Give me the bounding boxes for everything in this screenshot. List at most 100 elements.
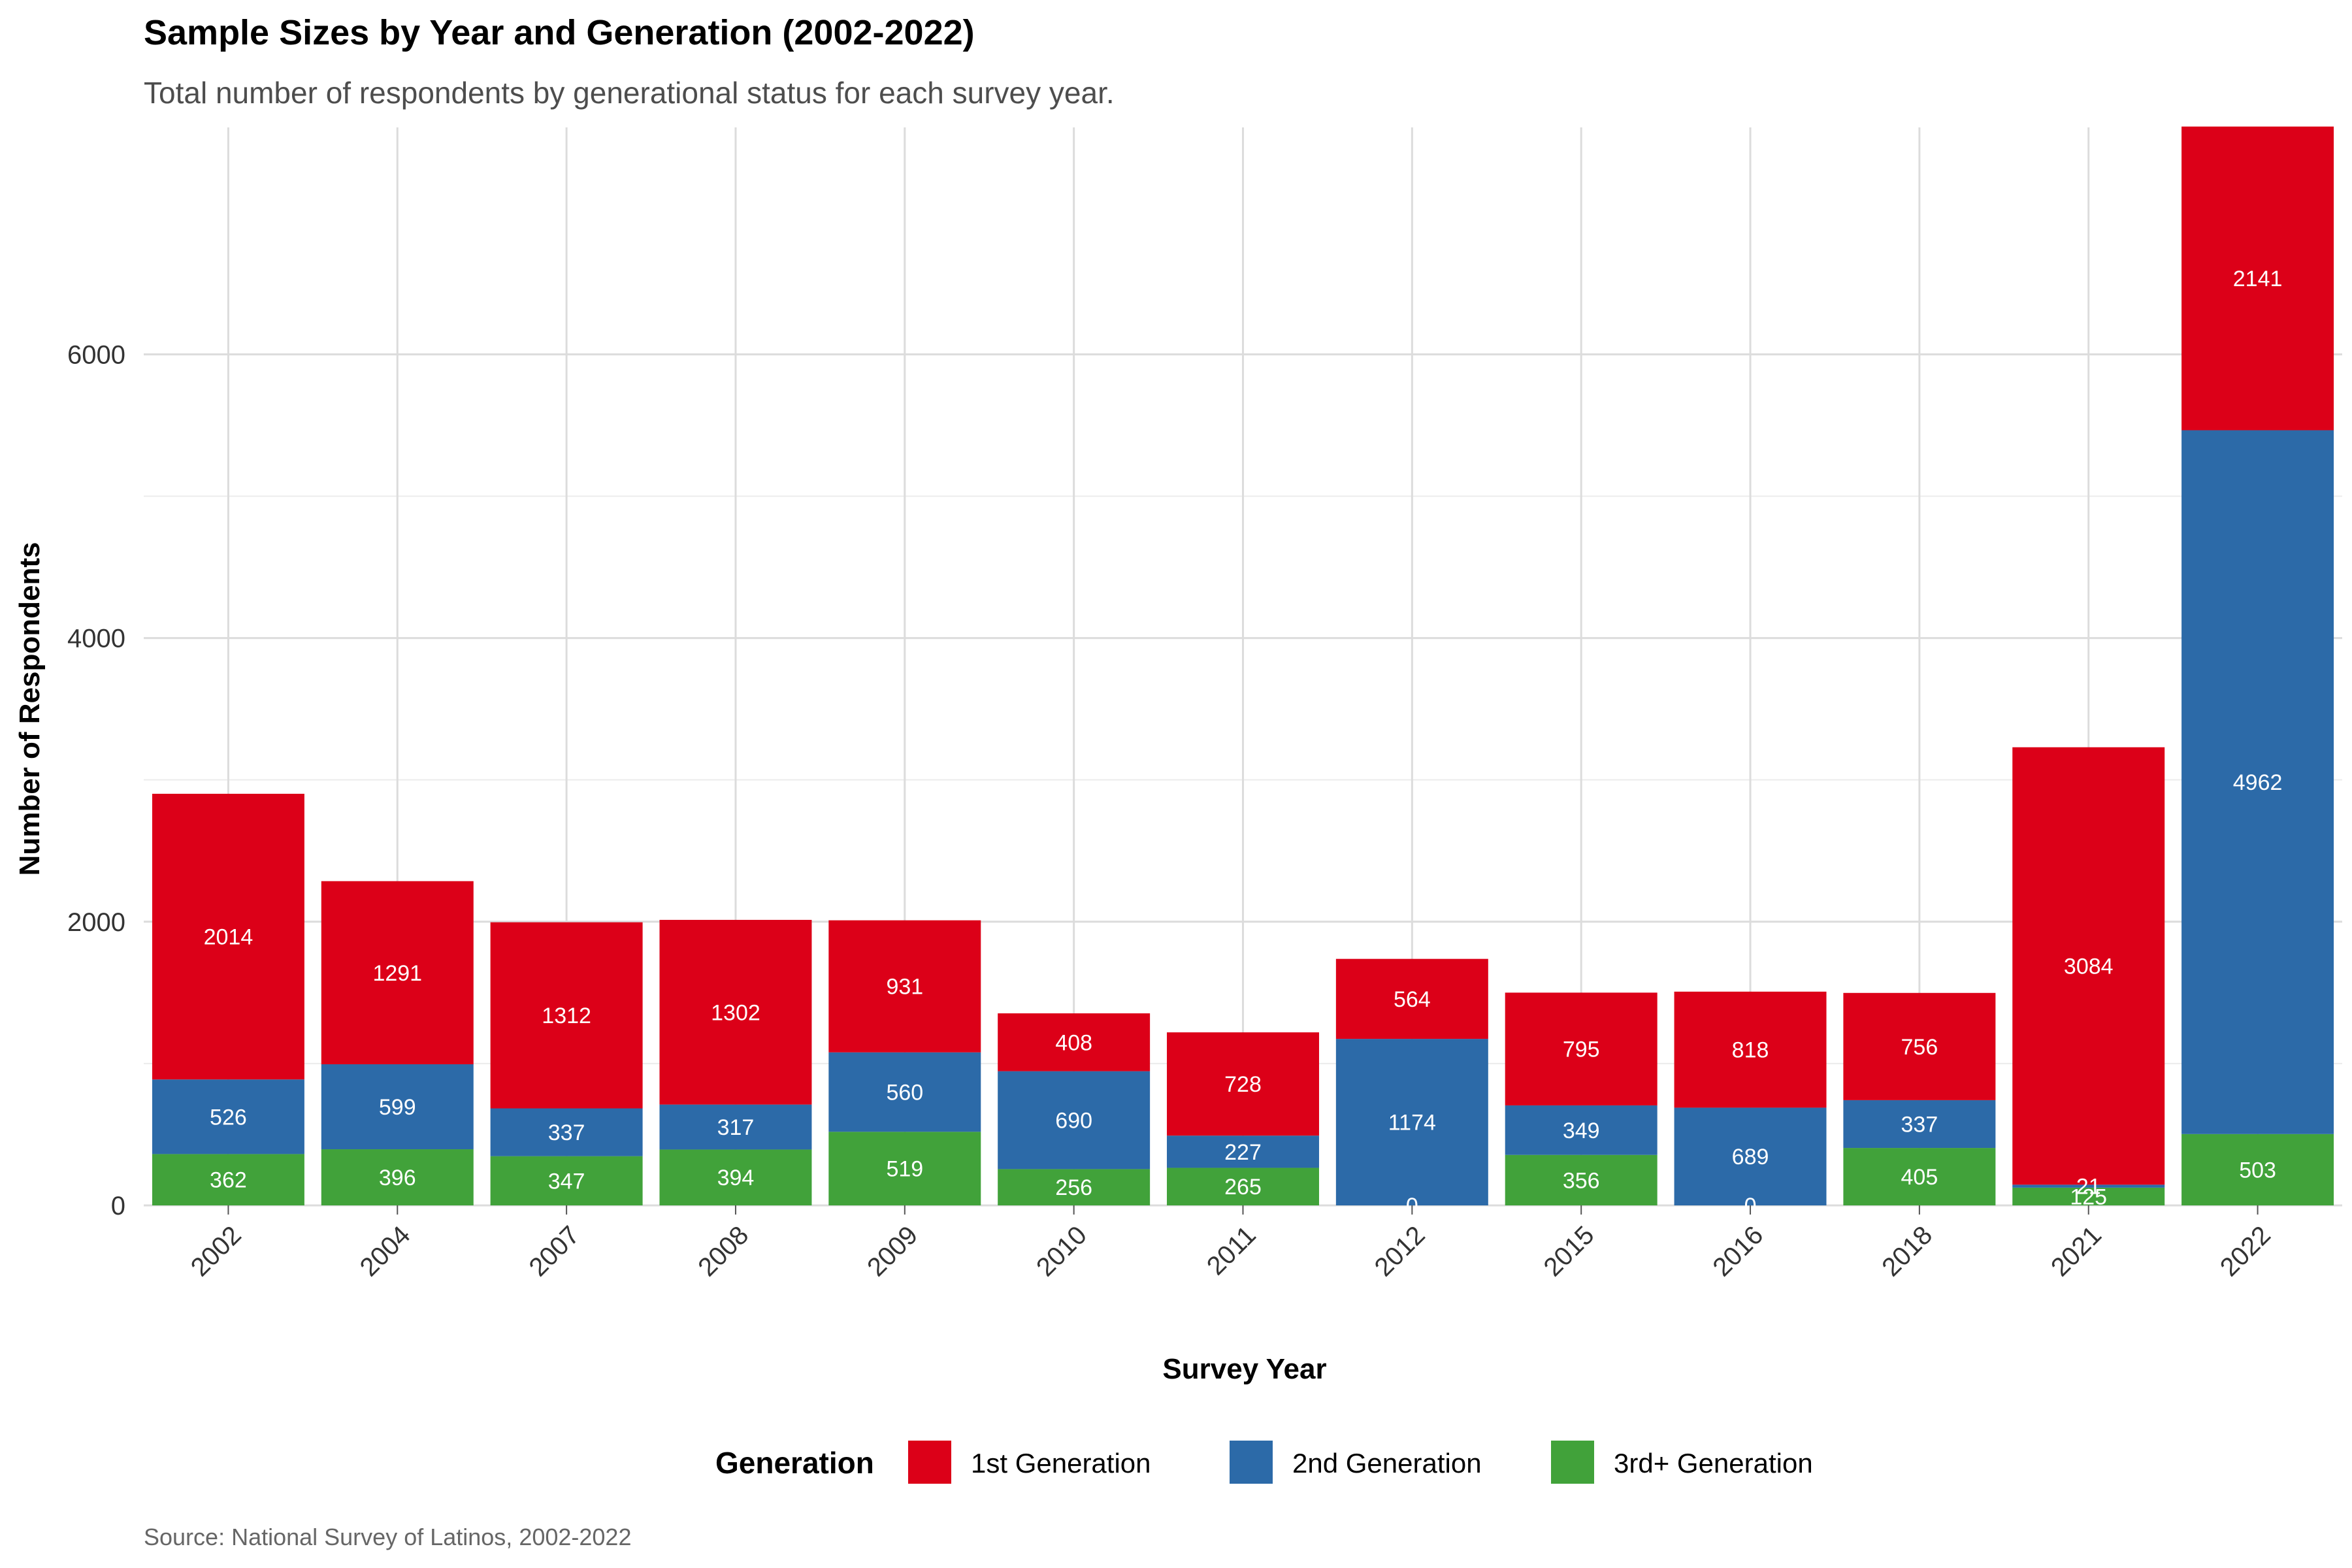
bar-segment	[828, 1132, 981, 1205]
data-label: 795	[1563, 1037, 1600, 1062]
bar-segment	[1335, 958, 1488, 1039]
bar-segment	[998, 1071, 1151, 1169]
y-tick-label: 0	[111, 1192, 125, 1220]
y-tick-label: 6000	[67, 340, 125, 369]
data-label: 265	[1224, 1175, 1262, 1200]
data-label: 356	[1563, 1168, 1600, 1193]
bar-segment	[1167, 1168, 1319, 1205]
bar-segment	[1843, 1100, 1996, 1149]
bar-segment	[1335, 1039, 1488, 1205]
data-label: 337	[548, 1120, 585, 1145]
bar-segment	[152, 1079, 304, 1154]
y-axis-label: Number of Respondents	[14, 542, 46, 876]
x-axis-label: Survey Year	[1162, 1353, 1326, 1385]
bar-segment	[2012, 747, 2165, 1185]
data-label: 347	[548, 1169, 585, 1194]
bar-segment	[659, 1149, 812, 1205]
x-tick-label: 2008	[693, 1220, 754, 1282]
data-label: 560	[886, 1081, 923, 1105]
legend-label: 1st Generation	[971, 1448, 1151, 1478]
x-tick-label: 2010	[1031, 1220, 1092, 1282]
bar-segment	[2181, 430, 2334, 1134]
bar-segment	[2181, 1134, 2334, 1205]
bar-segment	[1505, 1105, 1658, 1155]
x-tick-label: 2011	[1201, 1220, 1262, 1281]
data-label: 2014	[204, 925, 253, 950]
legend-swatch	[1230, 1441, 1273, 1484]
x-tick-label: 2004	[355, 1220, 416, 1282]
bar-segment	[2181, 126, 2334, 431]
bar-segment	[828, 1052, 981, 1132]
data-label: 564	[1394, 987, 1431, 1012]
data-label: 2141	[2233, 267, 2283, 291]
data-label: 396	[379, 1166, 416, 1190]
chart-caption: Source: National Survey of Latinos, 2002…	[144, 1524, 631, 1550]
bar-segment	[1843, 1148, 1996, 1205]
data-label: 4962	[2233, 770, 2283, 795]
legend-title: Generation	[715, 1446, 874, 1480]
x-tick-label: 2021	[2046, 1220, 2107, 1282]
bar-segment	[490, 1156, 643, 1205]
legend-swatch	[1551, 1441, 1594, 1484]
bar-segment	[1843, 992, 1996, 1100]
data-label: 337	[1901, 1112, 1938, 1137]
legend-label: 3rd+ Generation	[1614, 1448, 1813, 1478]
legend-swatch	[908, 1441, 951, 1484]
bar-segment	[321, 1149, 474, 1205]
data-label: 227	[1224, 1140, 1262, 1165]
chart-title: Sample Sizes by Year and Generation (200…	[144, 13, 975, 52]
bar-segment	[2012, 1184, 2165, 1188]
data-label: 503	[2239, 1158, 2276, 1183]
bar-segment	[659, 919, 812, 1105]
x-tick-label: 2012	[1369, 1220, 1431, 1282]
data-label: 689	[1732, 1145, 1769, 1169]
y-tick-label: 4000	[67, 625, 125, 653]
bar-segment	[1167, 1032, 1319, 1136]
data-label: 394	[717, 1166, 755, 1190]
bar-segment	[321, 881, 474, 1064]
bar-segment	[321, 1064, 474, 1150]
data-label: 756	[1901, 1035, 1938, 1060]
bar-segment	[998, 1013, 1151, 1071]
data-label: 728	[1224, 1072, 1262, 1097]
data-label: 931	[886, 975, 923, 1000]
bars	[152, 126, 2334, 1205]
x-tick-label: 2018	[1876, 1220, 1938, 1282]
y-tick-label: 2000	[67, 908, 125, 937]
data-label: 690	[1055, 1109, 1092, 1134]
grid-lines	[144, 127, 2342, 1207]
data-label: 256	[1055, 1175, 1092, 1200]
data-label: 1174	[1388, 1111, 1436, 1135]
bar-segment	[152, 1154, 304, 1205]
x-tick-label: 2016	[1707, 1220, 1769, 1282]
bar-segment	[1674, 991, 1827, 1108]
bar-segment	[490, 1108, 643, 1156]
bar-segment	[659, 1104, 812, 1150]
data-label: 362	[210, 1168, 247, 1193]
data-label: 1302	[711, 1000, 760, 1025]
x-tick-label: 2007	[523, 1220, 585, 1282]
data-label: 405	[1901, 1165, 1938, 1190]
data-label: 3084	[2064, 955, 2114, 979]
data-label: 526	[210, 1105, 247, 1130]
data-label: 818	[1732, 1038, 1769, 1063]
chart-subtitle: Total number of respondents by generatio…	[144, 76, 1115, 110]
x-axis-ticks: 2002 2004 2007 2008 2009 2010 2011 2012 2015 2016…	[186, 1205, 2276, 1282]
legend: Generation 1st Generation 2nd Generation 3…	[715, 1441, 1813, 1484]
x-tick-label: 2002	[186, 1220, 247, 1282]
bar-segment	[1167, 1135, 1319, 1168]
data-label: 408	[1055, 1030, 1092, 1055]
data-label: 1312	[542, 1004, 591, 1028]
data-label: 1291	[372, 961, 422, 986]
bar-segment	[2012, 1187, 2165, 1205]
bar-segment	[1674, 1107, 1827, 1205]
data-label: 349	[1563, 1119, 1600, 1143]
bar-segment	[828, 920, 981, 1053]
bar-segment	[1505, 1154, 1658, 1205]
bar-segment	[152, 793, 304, 1080]
bar-segment	[490, 922, 643, 1109]
x-tick-label: 2015	[1539, 1220, 1600, 1282]
bar-segment	[1505, 992, 1658, 1105]
